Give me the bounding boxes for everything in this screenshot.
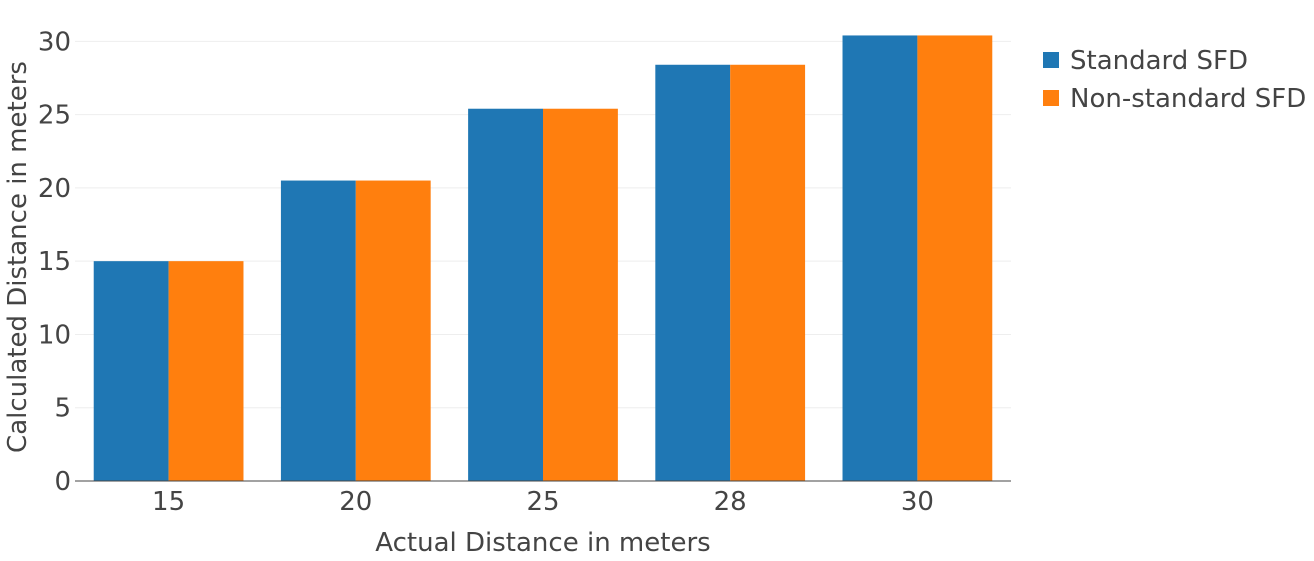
x-tick-labels: 15 20 25 28 30 — [152, 487, 934, 517]
bar-non-standard-sfd-28[interactable] — [730, 64, 806, 481]
bar-standard-sfd-28[interactable] — [655, 64, 731, 481]
bar-non-standard-sfd-25[interactable] — [543, 108, 618, 481]
y-tick-label: 30 — [38, 27, 71, 57]
y-tick-label: 25 — [38, 101, 71, 131]
legend-label: Non-standard SFD — [1070, 84, 1306, 114]
legend-label: Standard SFD — [1070, 46, 1248, 76]
y-tick-label: 10 — [38, 320, 71, 350]
y-tick-label: 15 — [38, 247, 71, 277]
bar-standard-sfd-15[interactable] — [93, 261, 169, 481]
legend[interactable]: Standard SFD Non-standard SFD — [1043, 46, 1306, 114]
bars — [93, 35, 993, 481]
legend-swatch — [1043, 52, 1059, 68]
legend-swatch — [1043, 90, 1059, 106]
y-tick-labels: 0 5 10 15 20 25 30 — [38, 27, 71, 497]
x-tick-label: 15 — [152, 487, 185, 517]
bar-standard-sfd-25[interactable] — [468, 108, 543, 481]
x-tick-label: 28 — [714, 487, 747, 517]
x-tick-label: 30 — [901, 487, 934, 517]
y-tick-label: 0 — [54, 467, 71, 497]
x-tick-label: 20 — [339, 487, 372, 517]
legend-item[interactable]: Standard SFD — [1043, 46, 1248, 76]
bar-non-standard-sfd-15[interactable] — [168, 261, 244, 481]
y-tick-label: 20 — [38, 174, 71, 204]
x-tick-label: 25 — [526, 487, 559, 517]
bar-non-standard-sfd-20[interactable] — [355, 180, 431, 481]
bar-standard-sfd-30[interactable] — [842, 35, 918, 481]
x-axis-title: Actual Distance in meters — [375, 528, 710, 557]
bar-standard-sfd-20[interactable] — [280, 180, 356, 481]
y-axis-title: Calculated Distance in meters — [3, 61, 33, 453]
bar-non-standard-sfd-30[interactable] — [917, 35, 993, 481]
legend-item[interactable]: Non-standard SFD — [1043, 84, 1306, 114]
y-tick-label: 5 — [54, 394, 71, 424]
